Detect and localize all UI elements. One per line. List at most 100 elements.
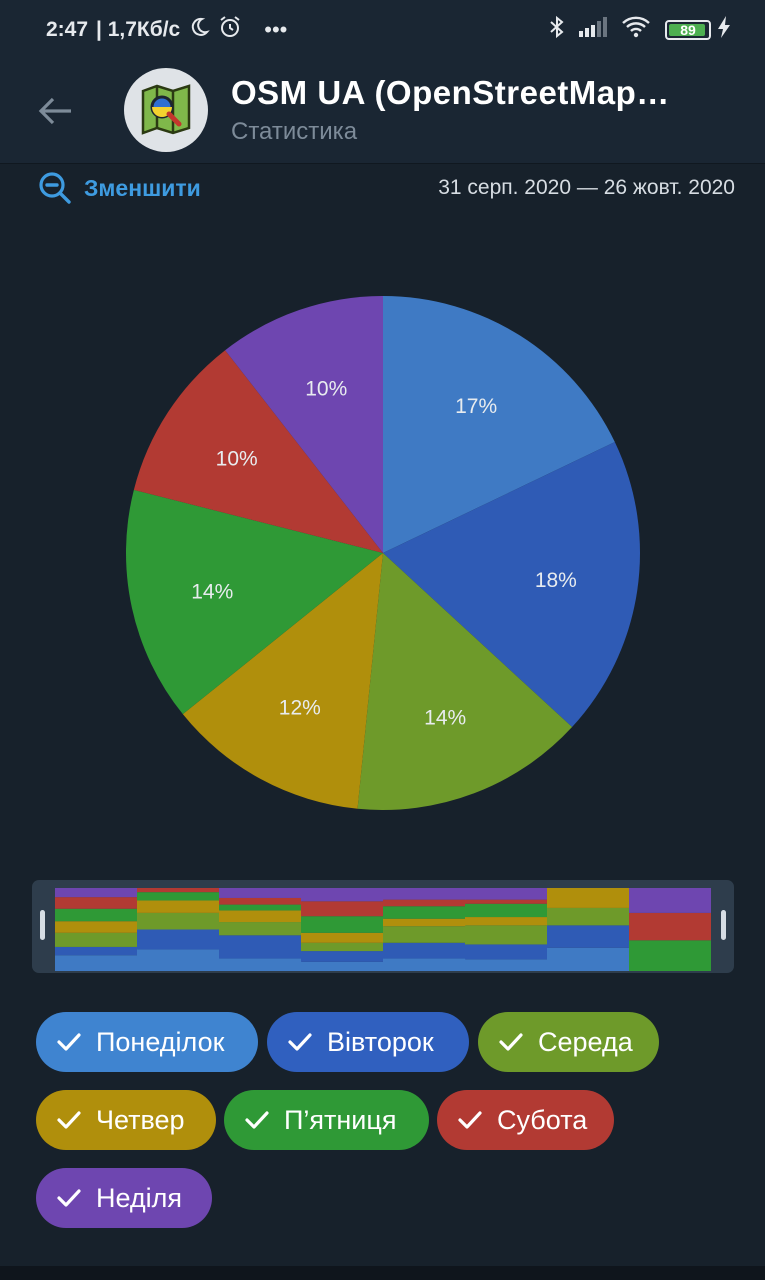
legend-chip[interactable]: П’ятниця <box>224 1090 429 1150</box>
pie-slice[interactable] <box>383 296 615 553</box>
navigator-segment <box>219 910 302 923</box>
legend-chip-label: П’ятниця <box>284 1104 397 1135</box>
navigator-segment <box>465 944 548 960</box>
pie-chart-svg: 17% 18% 14% 12% 14% 10% 10% <box>125 296 641 810</box>
pie-slice[interactable] <box>357 553 573 810</box>
navigator-segment <box>219 922 302 936</box>
pie-slice[interactable] <box>133 350 383 553</box>
navigator-segment <box>219 935 302 959</box>
navigator-segment <box>219 958 302 971</box>
navigator-segment <box>301 942 384 952</box>
navigator-segment <box>55 955 138 971</box>
navigator-segment <box>629 940 711 971</box>
legend-chip-label: Четвер <box>96 1104 185 1135</box>
system-nav-bar <box>0 1266 765 1280</box>
navigator-segment <box>219 904 302 911</box>
pie-slice-label: 10% <box>216 447 258 470</box>
navigator-segment <box>383 899 466 907</box>
navigator-segment <box>547 907 630 926</box>
back-arrow-icon <box>38 97 71 125</box>
alarm-icon <box>218 15 242 45</box>
navigator-segment <box>219 888 302 898</box>
checkmark-icon <box>56 1029 82 1055</box>
navigator-segment <box>301 961 384 971</box>
pie-slice[interactable] <box>182 553 383 809</box>
back-button[interactable] <box>30 86 80 136</box>
legend-chip[interactable]: Четвер <box>36 1090 216 1150</box>
navigator-segment <box>301 888 384 902</box>
navigator-segment <box>547 925 630 948</box>
pie-slice-label: 18% <box>535 569 577 592</box>
pie-slice[interactable] <box>383 442 641 728</box>
legend-chip-label: Середа <box>538 1026 633 1057</box>
pie-slice-label: 17% <box>455 395 497 418</box>
checkmark-icon <box>244 1107 270 1133</box>
zoom-out-label: Зменшити <box>84 174 201 201</box>
navigator-segment <box>301 932 384 943</box>
navigator-segment <box>55 897 138 909</box>
navigator-segment <box>465 925 548 945</box>
legend-chip-label: Субота <box>497 1104 588 1135</box>
navigator-segment <box>465 888 548 900</box>
navigator-segment <box>55 932 138 947</box>
navigator-segment <box>301 916 384 933</box>
navigator-segment <box>629 888 711 913</box>
navigator-segment <box>55 946 138 956</box>
navigator-segment <box>301 901 384 917</box>
navigator-segment <box>465 899 548 904</box>
pie-slice-label: 14% <box>424 706 466 729</box>
navigator-segment <box>465 917 548 926</box>
legend-chip-label: Вівторок <box>327 1026 434 1057</box>
pie-slice-label: 10% <box>305 378 347 401</box>
status-speed: | 1,7Кб/с <box>96 18 181 41</box>
channel-title: OSM UA (OpenStreetMap… <box>231 74 670 111</box>
status-bar: 2:47 | 1,7Кб/с ••• 89 <box>0 0 765 60</box>
navigator-segment <box>137 912 220 930</box>
navigator-segment <box>137 929 220 950</box>
navigator-segment <box>383 888 466 900</box>
navigator-segment <box>383 958 466 971</box>
navigator-left-handle[interactable] <box>40 910 45 940</box>
navigator-segment <box>383 926 466 943</box>
navigator-segment <box>219 897 302 905</box>
legend-chip[interactable]: Вівторок <box>267 1012 469 1072</box>
legend-chip[interactable]: Неділя <box>36 1168 212 1228</box>
checkmark-icon <box>56 1185 82 1211</box>
app-header: OSM UA (OpenStreetMap… Статистика <box>0 60 765 164</box>
checkmark-icon <box>56 1107 82 1133</box>
navigator-segment <box>137 888 220 893</box>
chart-toolbar: Зменшити 31 серп. 2020 — 26 жовт. 2020 <box>0 163 765 213</box>
wifi-icon <box>621 16 651 44</box>
navigator-segment <box>55 908 138 922</box>
navigator-segment <box>629 912 711 941</box>
bluetooth-icon <box>549 15 565 45</box>
navigator-segment <box>55 888 138 898</box>
zoom-out-button[interactable]: Зменшити <box>38 171 201 205</box>
navigator-segment <box>465 903 548 918</box>
navigator-segment <box>55 921 138 933</box>
navigator-right-handle[interactable] <box>721 910 726 940</box>
navigator-segment <box>383 942 466 959</box>
zoom-out-icon <box>39 172 71 204</box>
status-time: 2:47 <box>46 18 89 41</box>
pie-slice[interactable] <box>125 489 383 715</box>
checkmark-icon <box>457 1107 483 1133</box>
pie-slice-label: 12% <box>279 697 321 720</box>
more-dots-icon: ••• <box>264 17 288 42</box>
legend-chip[interactable]: Понеділок <box>36 1012 258 1072</box>
screen-subtitle: Статистика <box>231 118 358 145</box>
charging-icon <box>717 16 731 44</box>
battery-level: 89 <box>680 22 696 38</box>
legend-chip[interactable]: Субота <box>437 1090 614 1150</box>
moon-icon <box>188 16 211 44</box>
pie-chart: 17% 18% 14% 12% 14% 10% 10% <box>0 215 765 865</box>
map-search-icon <box>141 84 191 135</box>
navigator-segment <box>383 918 466 927</box>
signal-icon <box>579 17 607 43</box>
navigator-segment <box>137 900 220 913</box>
pie-slice[interactable] <box>225 296 383 553</box>
range-navigator[interactable] <box>32 880 734 973</box>
channel-avatar[interactable] <box>124 68 208 152</box>
legend-chip-label: Понеділок <box>96 1026 225 1057</box>
legend-chip[interactable]: Середа <box>478 1012 659 1072</box>
